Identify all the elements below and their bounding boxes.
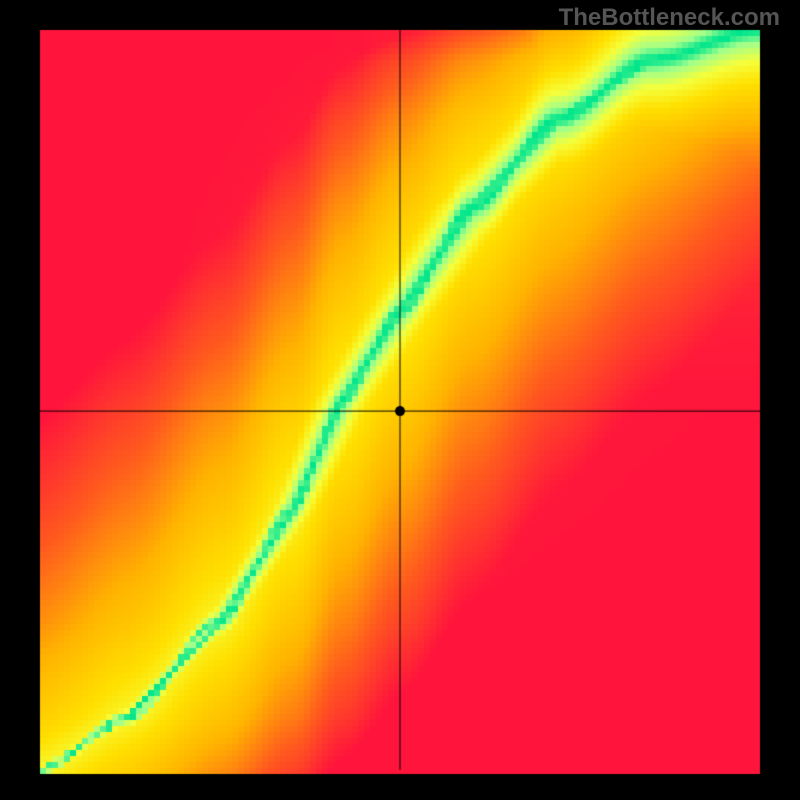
chart-container: TheBottleneck.com bbox=[0, 0, 800, 800]
heatmap-canvas bbox=[0, 0, 800, 800]
watermark-text: TheBottleneck.com bbox=[559, 4, 780, 32]
